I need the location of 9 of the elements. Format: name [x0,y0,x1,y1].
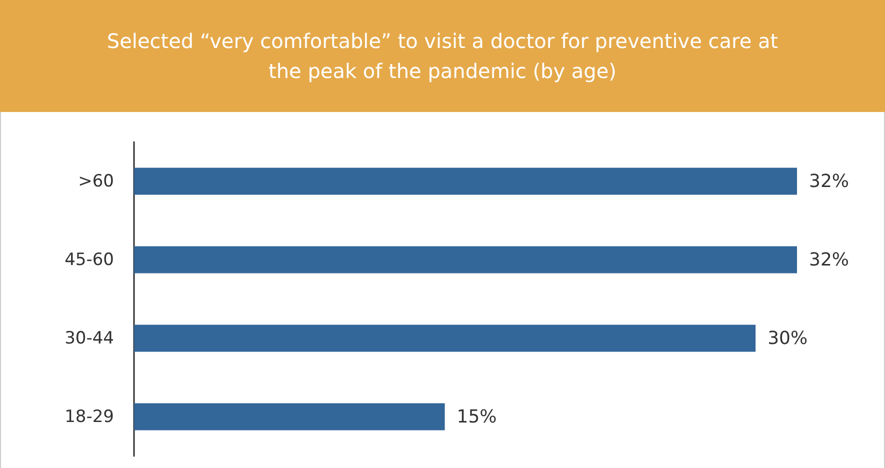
data-label: 32% [809,170,850,192]
y-tick-label: 45-60 [64,250,114,270]
data-label: 15% [456,406,497,428]
data-label: 30% [768,328,808,349]
y-tick-label: 30-44 [64,328,114,348]
y-tick-label: >60 [78,171,114,192]
y-tick-label: 18-29 [64,406,114,427]
data-label: 32% [809,249,850,270]
chart-title: Selected “very comfortable” to visit a doctor for preventive care at the peak of the pandemic (by age) [106,28,780,85]
